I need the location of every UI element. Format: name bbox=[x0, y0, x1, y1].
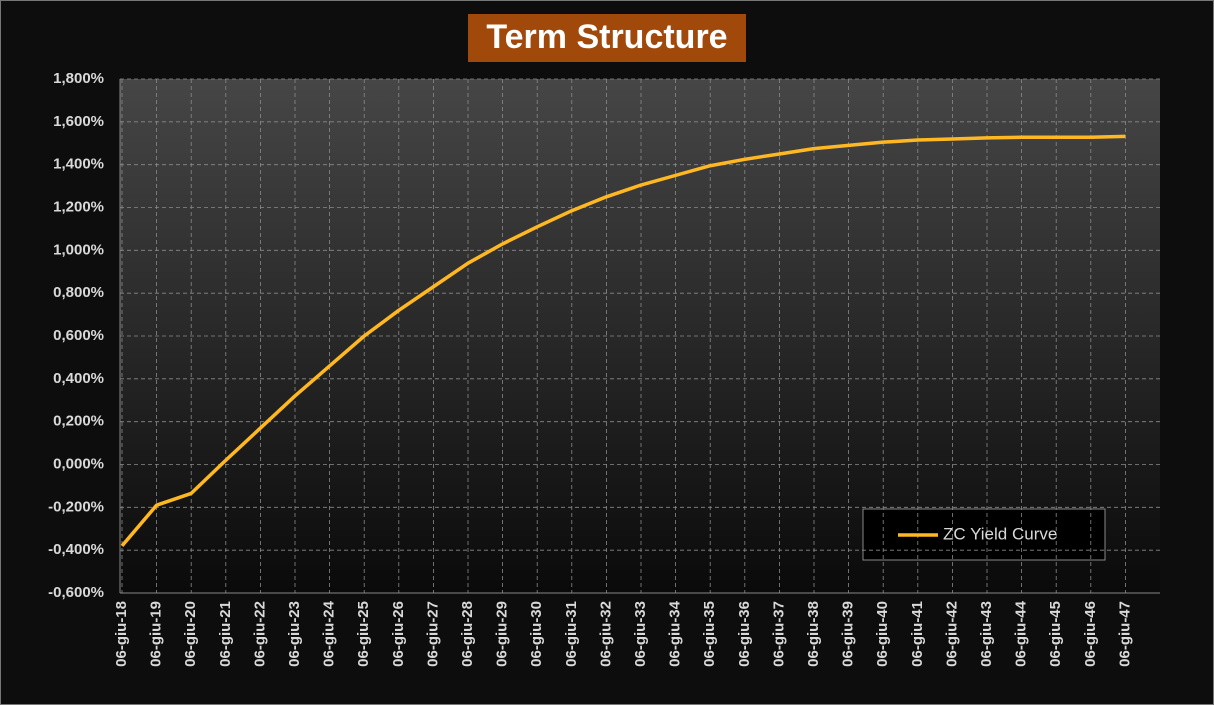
x-tick-label: 06-giu-18 bbox=[113, 601, 130, 667]
y-tick-label: -0,600% bbox=[48, 584, 104, 601]
y-tick-label: 1,400% bbox=[53, 156, 104, 173]
line bbox=[120, 134, 1126, 548]
x-tick-label: 06-giu-29 bbox=[494, 601, 511, 667]
x-tick-label: 06-giu-40 bbox=[874, 601, 891, 667]
x-tick-label: 06-giu-23 bbox=[286, 601, 303, 667]
x-tick-label: 06-giu-30 bbox=[528, 601, 545, 667]
chart-title: Term Structure bbox=[486, 18, 727, 56]
legend bbox=[862, 508, 1106, 561]
x-tick-label: 06-giu-37 bbox=[770, 601, 787, 667]
x-tick-label: 06-giu-36 bbox=[736, 601, 753, 667]
x-tick-label: 06-giu-39 bbox=[840, 601, 857, 667]
x-tick-label: 06-giu-45 bbox=[1047, 601, 1064, 667]
y-tick-label: 0,400% bbox=[53, 370, 104, 387]
x-tick-label: 06-giu-35 bbox=[701, 601, 718, 667]
x-tick-label: 06-giu-27 bbox=[424, 601, 441, 667]
y-tick-label: 0,000% bbox=[53, 455, 104, 472]
y-tick-label: 1,800% bbox=[53, 70, 104, 87]
x-tick-label: 06-giu-41 bbox=[909, 601, 926, 667]
x-tick-label: 06-giu-28 bbox=[459, 601, 476, 667]
x-tick-label: 06-giu-19 bbox=[148, 601, 165, 667]
title-box bbox=[468, 14, 746, 62]
y-tick-label: 0,200% bbox=[53, 413, 104, 430]
y-tick-label: -0,400% bbox=[48, 541, 104, 558]
y-tick-label: 0,600% bbox=[53, 327, 104, 344]
x-tick-label: 06-giu-43 bbox=[978, 601, 995, 667]
x-tick-label: 06-giu-38 bbox=[805, 601, 822, 667]
y-tick-label: 1,000% bbox=[53, 241, 104, 258]
y-tick-label: 1,200% bbox=[53, 198, 104, 215]
x-tick-label: 06-giu-32 bbox=[597, 601, 614, 667]
y-tick-label: 1,600% bbox=[53, 113, 104, 130]
x-tick-label: 06-giu-22 bbox=[251, 601, 268, 667]
x-tick-label: 06-giu-20 bbox=[182, 601, 199, 667]
x-tick-label: 06-giu-25 bbox=[355, 601, 372, 667]
legend-label: ZC Yield Curve bbox=[943, 524, 1057, 543]
y-tick-label: -0,200% bbox=[48, 498, 104, 515]
x-tick-label: 06-giu-26 bbox=[390, 601, 407, 667]
x-tick-label: 06-giu-24 bbox=[321, 600, 338, 667]
x-tick-label: 06-giu-31 bbox=[563, 601, 580, 667]
x-tick-label: 06-giu-44 bbox=[1013, 600, 1030, 667]
x-tick-label: 06-giu-46 bbox=[1082, 601, 1099, 667]
x-tick-label: 06-giu-42 bbox=[943, 601, 960, 667]
x-tick-label: 06-giu-21 bbox=[217, 601, 234, 667]
y-tick-label: 0,800% bbox=[53, 284, 104, 301]
x-tick-label: 06-giu-34 bbox=[667, 600, 684, 667]
x-tick-label: 06-giu-47 bbox=[1116, 601, 1133, 667]
x-tick-label: 06-giu-33 bbox=[632, 601, 649, 667]
